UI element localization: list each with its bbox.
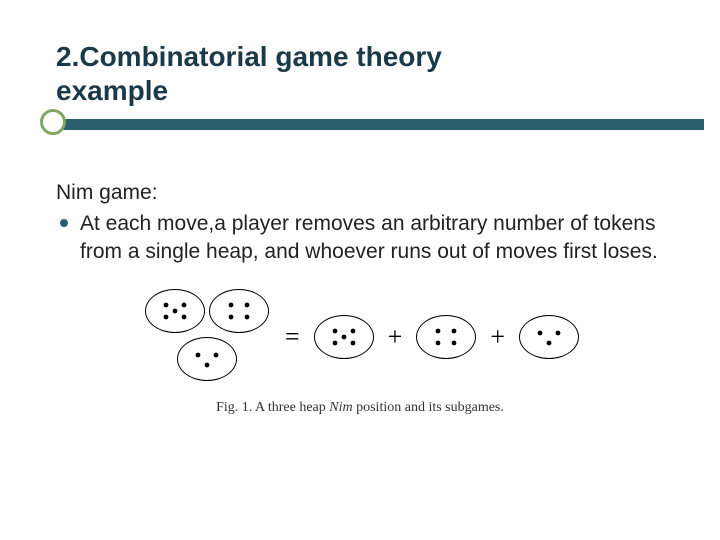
title-line-1: 2.Combinatorial game theory [56,41,442,72]
body-content: Nim game: At each move,a player removes … [56,179,664,265]
cluster-heap-3 [177,337,237,381]
caption-suffix: position and its subgames. [353,400,504,415]
nim-figure: = + + Fig. 1. A three heap Nim position … [56,289,664,416]
plus-operator-2: + [486,322,509,352]
intro-text: Nim game: [56,179,664,206]
bullet-item: At each move,a player removes an arbitra… [56,210,664,265]
underline-bar [62,119,704,130]
rhs-heap-3 [519,315,579,359]
heap-dots-icon [210,290,268,332]
title-underline [40,113,664,143]
heap-dots-icon [520,316,578,358]
figure-caption: Fig. 1. A three heap Nim position and it… [216,400,504,416]
plus-operator-1: + [384,322,407,352]
rhs-heap-5 [314,315,374,359]
caption-italic: Nim [329,400,352,415]
slide-title: 2.Combinatorial game theory example [56,40,664,107]
bullet-icon [60,219,68,227]
heap-dots-icon [146,290,204,332]
heap-dots-icon [417,316,475,358]
heap-dots-icon [178,338,236,380]
bullet-text: At each move,a player removes an arbitra… [80,210,664,265]
rhs-heap-4 [416,315,476,359]
figure-equation-row: = + + [141,289,579,384]
equals-operator: = [281,322,304,352]
cluster-heap-5 [145,289,205,333]
underline-ring-icon [40,109,66,135]
caption-prefix: Fig. 1. A three heap [216,400,329,415]
heap-dots-icon [315,316,373,358]
title-line-2: example [56,75,168,106]
left-heap-cluster [141,289,271,384]
cluster-heap-4 [209,289,269,333]
